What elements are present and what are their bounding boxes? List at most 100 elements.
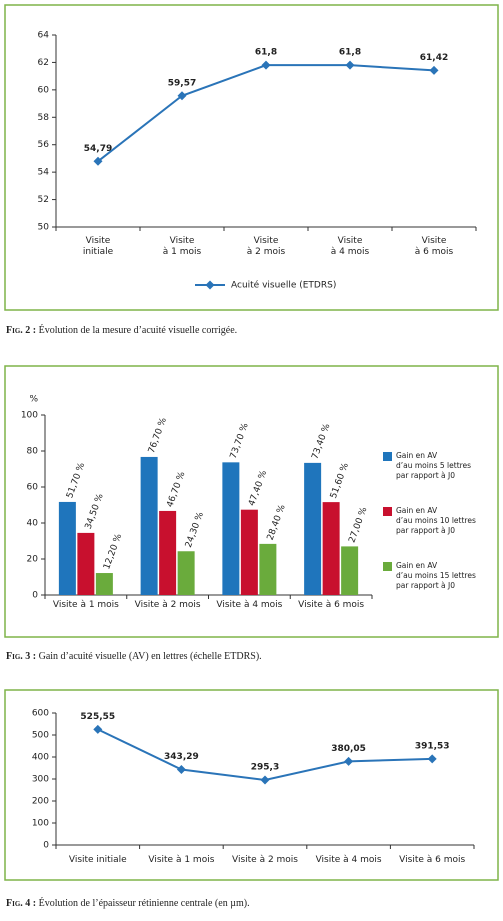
value-label: 525,55 [80,712,115,722]
y-axis-label: % [29,395,38,405]
chart-frame [4,365,499,638]
value-label: 295,3 [251,763,279,773]
value-label: 73,40 % [310,422,332,461]
y-tick-label: 60 [27,483,39,493]
x-tick-label: Visite à 6 mois [399,855,466,865]
y-tick-label: 64 [38,31,50,41]
point [261,60,271,70]
legend-swatch [383,452,392,461]
legend-label: Gain en AV d’au moins 10 lettres par rap… [396,506,476,535]
x-tick-label: Visite à 1 mois [52,600,119,610]
caption: Fig. 3 : Gain d’acuité visuelle (AV) en … [6,651,262,662]
point [429,65,439,75]
x-tick-label: Visite à 4 mois [216,600,283,610]
bar [159,510,177,595]
y-tick-label: 62 [38,58,49,68]
point [344,756,354,766]
value-label: 61,8 [339,48,361,58]
y-tick-label: 60 [38,85,50,95]
y-tick-label: 100 [32,819,49,829]
value-label: 380,05 [331,744,366,754]
y-tick-label: 80 [27,447,39,457]
caption: Fig. 2 : Évolution de la mesure d’acuité… [6,325,237,336]
x-tick-label: Visite à 6 mois [298,600,365,610]
legend-label: Acuité visuelle (ETDRS) [231,280,336,291]
point [177,91,187,101]
y-tick-label: 0 [32,591,38,601]
bar [341,546,359,595]
bar [222,462,240,595]
x-tick-label: Visite à 6 mois [414,236,454,257]
y-tick-label: 0 [43,841,49,851]
chart-frame [4,689,499,881]
value-label: 391,53 [415,741,450,751]
x-tick-label: Visite à 2 mois [246,236,286,257]
legend-label: Gain en AV d’au moins 15 lettres par rap… [396,561,476,590]
x-tick-label: Visite à 2 mois [231,855,299,865]
value-label: 34,50 % [84,492,106,531]
caption: Fig. 4 : Évolution de l’épaisseur rétini… [6,898,250,909]
y-tick-label: 200 [32,797,49,807]
bar [58,501,76,595]
y-tick-label: 100 [21,411,38,421]
bar [140,456,158,595]
value-label: 73,70 % [229,421,251,460]
y-tick-label: 500 [32,731,49,741]
point [93,156,103,166]
y-tick-label: 58 [38,113,50,123]
value-label: 24,30 % [184,510,206,549]
bar [177,551,195,595]
x-tick-label: Visite à 4 mois [315,855,382,865]
y-tick-label: 56 [38,140,50,150]
caption-label: Fig. 4 : [6,898,37,909]
caption-text: Évolution de la mesure d’acuité visuelle… [38,325,238,336]
x-tick-label: Visite à 1 mois [162,236,202,257]
y-tick-label: 54 [38,168,50,178]
chart-frame [4,4,499,311]
caption-label: Fig. 2 : [6,325,37,336]
y-tick-label: 600 [32,709,49,719]
bar [259,543,277,595]
value-label: 54,79 [84,144,112,154]
caption-text: Gain d’acuité visuelle (AV) en lettres (… [38,651,262,662]
value-label: 12,20 % [102,532,124,571]
value-label: 47,40 % [247,469,269,508]
value-label: 28,40 % [266,503,288,542]
point [345,60,355,70]
x-tick-label: Visite à 1 mois [148,855,215,865]
x-tick-label: Visite initiale [82,236,114,257]
value-label: 46,70 % [165,470,187,509]
bar [95,573,113,595]
value-label: 343,29 [164,752,199,762]
value-label: 61,42 [420,53,448,63]
legend-marker [205,280,215,290]
bar [304,462,322,595]
bar [240,509,258,595]
caption-text: Évolution de l’épaisseur rétinienne cent… [38,898,250,909]
bar [322,502,340,595]
point [427,754,437,764]
x-tick-label: Visite à 4 mois [330,236,370,257]
value-label: 59,57 [168,78,196,88]
y-tick-label: 40 [27,519,39,529]
y-tick-label: 400 [32,753,49,763]
value-label: 27,00 % [347,506,369,545]
legend-swatch [383,562,392,571]
line [97,64,435,163]
x-tick-label: Visite à 2 mois [134,600,201,610]
point [260,775,270,785]
y-tick-label: 20 [27,555,39,565]
bar [77,532,95,595]
y-tick-label: 50 [38,223,50,233]
y-tick-label: 52 [38,195,49,205]
legend-label: Gain en AV d’au moins 5 lettres par rapp… [396,451,472,480]
legend-swatch [383,507,392,516]
value-label: 76,70 % [147,416,169,455]
point [93,724,103,734]
point [176,764,186,774]
value-label: 61,8 [255,48,277,58]
y-tick-label: 300 [32,775,49,785]
